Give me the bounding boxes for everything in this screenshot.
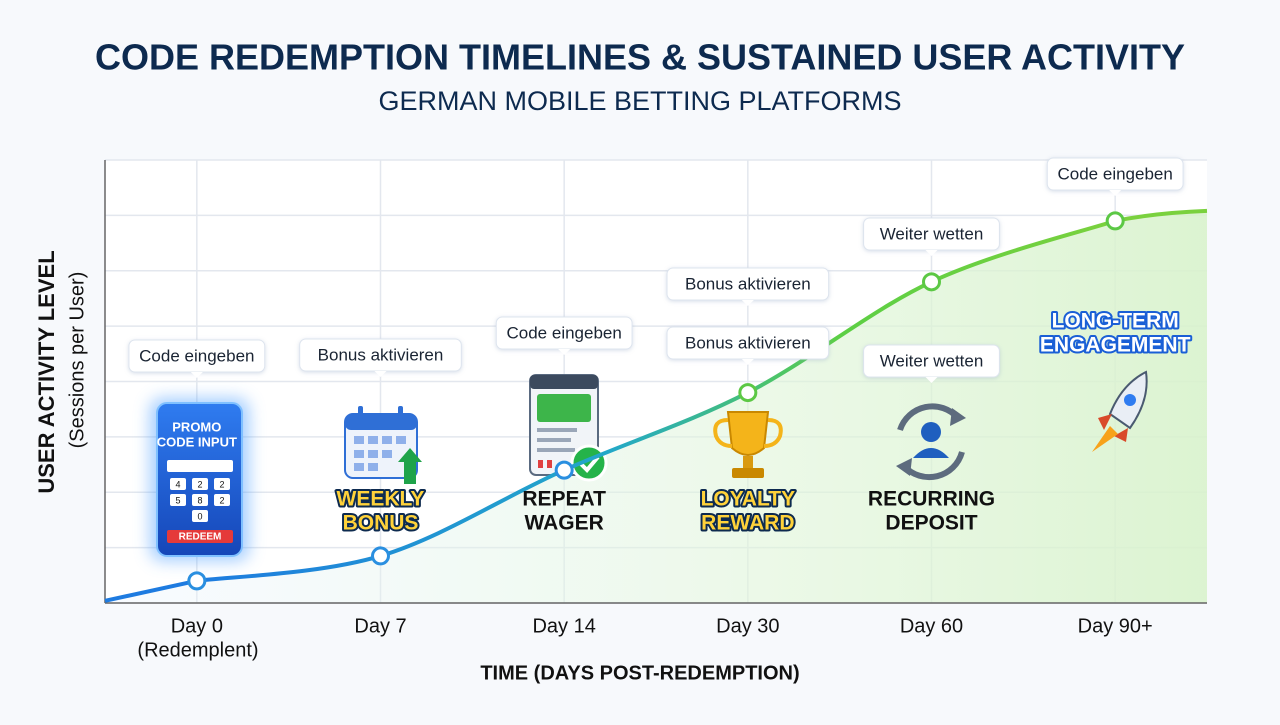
callout-pointer [741,359,754,365]
milestone-label: LONG-TERM [1052,310,1179,333]
phone-key-label: 2 [197,479,202,489]
milestone-label: DEPOSIT [885,512,977,535]
phone-key-label: 2 [219,479,224,489]
data-point [922,272,941,292]
milestone-label: WAGER [524,512,603,535]
phone-key [170,494,186,506]
calendar-icon [344,406,422,484]
x-tick-label: Day 60 [900,615,963,637]
trophy-icon [713,411,783,478]
phone-key-label: 4 [175,479,180,489]
area-layer [105,210,1207,603]
y-axis-title: USER ACTIVITY LEVEL [34,250,59,493]
milestone-label: CODE INPUT [157,434,237,449]
line-layer [104,208,1208,603]
callout-pointer [925,377,938,383]
data-point [738,383,758,403]
callout-text: Bonus aktivieren [318,345,444,364]
callout-text: Code eingeben [139,346,254,365]
callout-pointer [925,250,938,256]
x-tick-label: Day 90+ [1078,615,1153,637]
rocket-icon [1092,370,1148,452]
phone-key [214,478,230,490]
milestone-label: BONUS [343,512,419,535]
x-tick-label: Day 14 [532,615,595,637]
phone-key [214,494,230,506]
milestone-label: WEEKLY [337,488,425,511]
data-point [187,571,207,591]
callout-pointer [374,371,387,377]
x-tick-label: Day 30 [716,615,779,637]
label-layer: Day 0 Day 7 Day 14 Day 30 Day 60 Day 90+ Code … [128,157,1193,637]
x-tick-label: Day 7 [354,615,406,637]
data-point [371,546,390,566]
data-line [196,219,1116,583]
x-tick-label: Day 0 [171,615,223,637]
milestone-label: REWARD [701,512,794,535]
milestone-label: LOYALTY [701,488,796,511]
checklist-icon [529,374,608,482]
callout-text: Code eingeben [507,323,622,342]
phone-key [170,478,186,490]
milestone-label: PROMO [172,419,221,434]
chart-subtitle: GERMAN MOBILE BETTING PLATFORMS [378,86,901,116]
milestone-label: ENGAGEMENT [1040,334,1191,357]
x-tick-note: (Redemplent) [137,639,258,661]
phone-key [192,478,208,490]
phone-key-label: 2 [219,495,224,505]
callout-pointer [741,300,754,306]
callout-pointer [190,372,203,378]
milestone-label: RECURRING [868,488,995,511]
phone-key [192,494,208,506]
line-extension [104,578,198,603]
recurring-icon [896,403,966,481]
milestone-label: REPEAT [522,488,606,511]
callout-text: Bonus aktivieren [685,333,811,352]
phone-key-label: 5 [175,495,180,505]
callout-text: Weiter wetten [880,351,984,370]
data-point [1105,211,1125,231]
area [105,210,1207,603]
chart-title: CODE REDEMPTION TIMELINES & SUSTAINED US… [95,37,1185,78]
data-point [554,460,574,480]
callout-text: Weiter wetten [880,224,984,243]
y-axis-subtitle: (Sessions per User) [66,272,88,449]
callout-text: Bonus aktivieren [685,274,811,293]
phone-key-label: 8 [197,495,202,505]
x-axis-title: TIME (DAYS POST-REDEMPTION) [480,662,799,684]
phone-key [192,510,208,522]
phone-key-label: 0 [197,511,202,521]
callout-pointer [1109,190,1122,196]
callout-pointer [558,349,571,355]
callout-text: Code eingeben [1058,164,1173,183]
phone-button-label: REDEEM [179,532,222,543]
